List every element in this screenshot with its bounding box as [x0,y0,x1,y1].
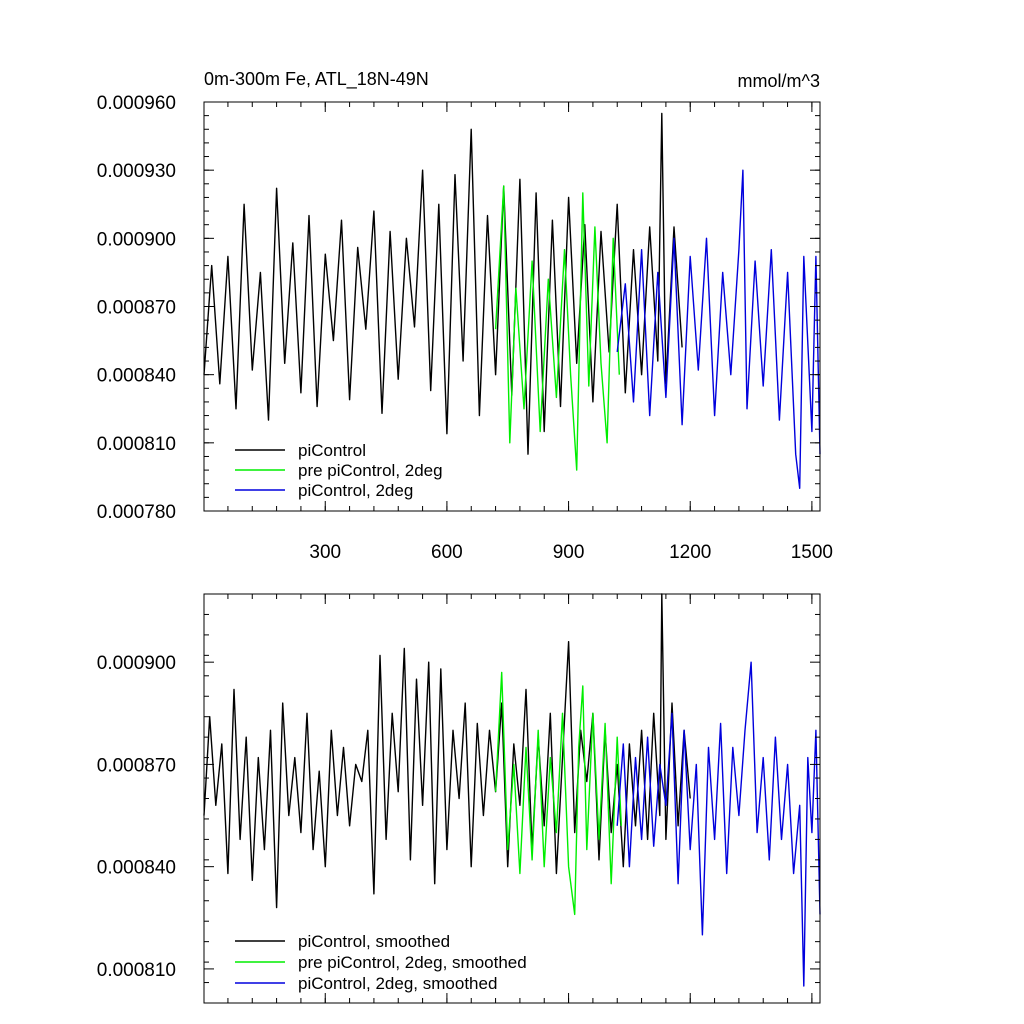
top-series-line-0 [203,112,683,455]
legend-label-pre-picontrol: pre piControl, 2deg [298,461,443,480]
top-series-line-1 [494,185,620,471]
bottom-series-line-2 [616,661,821,987]
bottom-series-group [203,593,821,987]
top-x-tick-label: 600 [431,542,463,563]
bottom-y-tick-label: 0.000870 [97,755,176,776]
top-y-tick-label: 0.000780 [97,502,176,523]
legend-label-picontrol-smoothed: piControl, smoothed [298,932,450,951]
bottom-series-line-1 [494,671,622,916]
top-chart: 0.000780 0.000810 0.000840 0.000870 0.000900… [97,93,833,563]
top-series-line-2 [616,169,821,489]
legend-label-pre-picontrol-smoothed: pre piControl, 2deg, smoothed [298,953,527,972]
legend-label-picontrol-2deg-smoothed: piControl, 2deg, smoothed [298,974,497,993]
figure-units: mmol/m^3 [738,71,820,91]
top-x-tick-label: 1500 [791,542,833,563]
bottom-y-tick-label: 0.000810 [97,960,176,981]
top-x-tick-label: 1200 [669,542,711,563]
legend-label-picontrol: piControl [298,441,366,460]
bottom-y-tick-label: 0.000900 [97,653,176,674]
top-y-tick-label: 0.000930 [97,161,176,182]
top-series-group [203,112,821,489]
top-legend: piControl pre piControl, 2deg piControl,… [235,441,443,500]
top-x-tick-label: 900 [553,542,585,563]
bottom-axes: 0.000810 0.000840 0.000870 0.000900 [97,593,820,1004]
top-y-tick-label: 0.000840 [97,366,176,387]
top-y-tick-label: 0.000960 [97,93,176,114]
bottom-chart: 0.000810 0.000840 0.000870 0.000900 piContr… [97,593,821,1004]
legend-label-picontrol-2deg: piControl, 2deg [298,481,413,500]
bottom-legend: piControl, smoothed pre piControl, 2deg,… [235,932,527,993]
top-y-tick-label: 0.000900 [97,229,176,250]
figure-title: 0m-300m Fe, ATL_18N-49N [204,69,429,90]
top-y-tick-label: 0.000810 [97,434,176,455]
top-x-tick-label: 300 [309,542,341,563]
bottom-y-tick-label: 0.000840 [97,858,176,879]
top-axes: 0.000780 0.000810 0.000840 0.000870 0.000900… [97,93,833,563]
top-y-tick-label: 0.000870 [97,298,176,319]
